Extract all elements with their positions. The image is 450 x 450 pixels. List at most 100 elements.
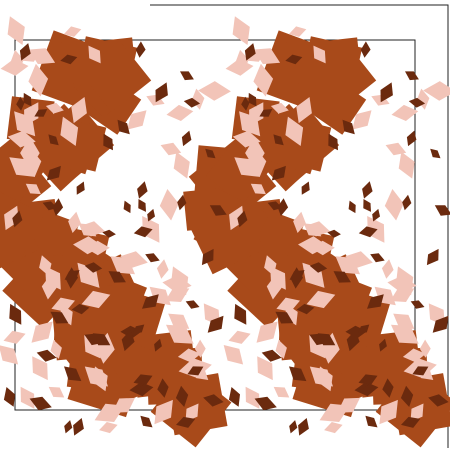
- pink-diamond: [41, 274, 57, 300]
- pink-diamond: [170, 266, 189, 296]
- dark-kite: [426, 248, 439, 266]
- dark-kite: [84, 262, 103, 273]
- dark-kite: [133, 226, 153, 238]
- pink-diamond: [385, 142, 407, 156]
- dark-kite: [183, 97, 201, 108]
- pink-diamond: [275, 339, 287, 359]
- dark-kite: [365, 415, 378, 428]
- dark-kite: [46, 165, 61, 181]
- pink-diamond: [345, 251, 373, 268]
- dark-kite: [275, 311, 294, 324]
- dark-kite: [259, 109, 273, 117]
- pink-diamond: [20, 386, 35, 409]
- dark-kite: [406, 130, 417, 147]
- dark-kite: [234, 303, 247, 325]
- pink-diamond: [337, 397, 360, 413]
- dark-kite: [117, 119, 130, 135]
- pink-diamond: [256, 321, 278, 343]
- pink-diamond: [276, 297, 300, 312]
- pink-diamond: [120, 251, 148, 268]
- pink-diamond: [7, 16, 25, 45]
- pink-diamond: [245, 386, 260, 409]
- pink-diamond: [239, 111, 261, 137]
- pink-diamond: [166, 104, 194, 121]
- pink-diamond: [381, 259, 394, 279]
- dark-kite: [147, 208, 155, 222]
- dark-kite: [309, 262, 328, 273]
- pink-diamond: [0, 345, 19, 365]
- dark-kite: [155, 82, 168, 103]
- dark-kite: [370, 253, 385, 263]
- pink-diamond: [166, 324, 194, 344]
- dark-kite: [400, 385, 414, 407]
- pink-diamond: [191, 88, 205, 110]
- pink-diamond: [60, 304, 73, 326]
- dark-kite: [358, 374, 378, 386]
- pink-diamond: [32, 356, 48, 381]
- pink-diamond: [14, 111, 36, 137]
- dark-kite: [12, 210, 23, 228]
- dark-kite: [241, 96, 250, 111]
- dark-kite: [358, 226, 378, 238]
- pink-diamond: [296, 97, 312, 124]
- pink-diamond: [266, 274, 282, 300]
- dark-kite: [201, 248, 214, 266]
- pink-diamond: [198, 81, 231, 101]
- pink-diamond: [48, 386, 65, 398]
- dark-kite: [346, 329, 360, 352]
- pink-diamond: [31, 321, 53, 343]
- pink-diamond: [177, 348, 201, 363]
- pattern: [0, 16, 450, 448]
- pink-diamond: [402, 348, 426, 363]
- brown-square: [264, 113, 326, 175]
- pink-diamond: [395, 266, 414, 296]
- pink-diamond: [194, 339, 206, 358]
- dark-kite: [23, 92, 32, 107]
- dark-kite: [123, 200, 131, 214]
- dark-kite: [181, 130, 192, 147]
- pink-diamond: [229, 205, 244, 231]
- dark-kite: [434, 205, 450, 216]
- pink-diamond: [127, 110, 147, 130]
- dark-kite: [408, 97, 426, 108]
- dark-kite: [327, 229, 341, 238]
- dark-kite: [348, 200, 356, 214]
- pink-diamond: [321, 332, 340, 364]
- dark-kite: [9, 303, 22, 325]
- dark-kite: [154, 338, 162, 352]
- dark-kite: [142, 294, 159, 309]
- dark-kite: [333, 271, 351, 283]
- pink-diamond: [313, 45, 326, 64]
- dark-kite: [50, 311, 69, 324]
- brown-square: [39, 113, 101, 175]
- dark-kite: [92, 333, 111, 346]
- dark-kite: [296, 303, 315, 315]
- dark-kite: [328, 133, 338, 151]
- dark-kite: [380, 82, 393, 103]
- pink-diamond: [257, 356, 273, 381]
- dark-kite: [16, 96, 25, 111]
- dark-kite: [60, 54, 78, 65]
- pink-diamond: [285, 304, 298, 326]
- dark-kite: [145, 253, 160, 263]
- pink-diamond: [25, 183, 41, 195]
- pink-diamond: [185, 403, 199, 422]
- dark-kite: [103, 133, 113, 151]
- pink-diamond: [384, 189, 404, 221]
- dark-kite: [254, 396, 277, 411]
- dark-kite: [64, 420, 73, 434]
- dark-kite: [185, 300, 200, 309]
- pink-diamond: [0, 59, 29, 76]
- pink-diamond: [146, 94, 165, 106]
- dark-kite: [48, 134, 59, 146]
- dark-kite: [76, 181, 85, 195]
- pink-diamond: [45, 102, 64, 114]
- pink-diamond: [379, 399, 398, 425]
- dark-kite: [19, 43, 31, 61]
- dark-kite: [271, 165, 286, 181]
- pink-diamond: [352, 110, 372, 130]
- dark-kite: [402, 194, 412, 211]
- pink-diamond: [81, 290, 111, 309]
- dark-kite: [133, 374, 153, 386]
- dark-kite: [52, 198, 64, 216]
